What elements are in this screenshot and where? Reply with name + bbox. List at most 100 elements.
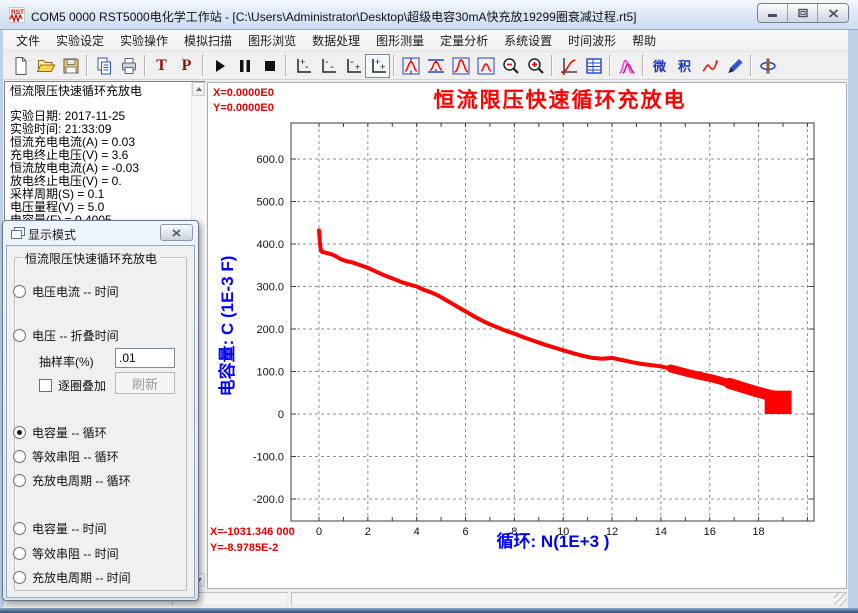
menu-help[interactable]: 帮助 [632, 34, 657, 48]
option-label: 充放电周期 -- 时间 [32, 571, 131, 585]
axis-plus-plus-button[interactable]: + + [365, 53, 390, 78]
svg-text:200.0: 200.0 [256, 324, 284, 336]
minimize-button[interactable] [758, 4, 788, 22]
data-table-button[interactable] [581, 54, 606, 78]
curve-axis-button[interactable] [556, 54, 581, 78]
peak-zoom-full-button[interactable] [448, 54, 473, 78]
radio-icon [13, 571, 26, 584]
svg-text:+: + [375, 57, 380, 67]
run-button[interactable] [207, 54, 232, 78]
integrate-button[interactable]: 积 [672, 54, 697, 78]
axis-minus-plus-button[interactable]: - + [340, 54, 365, 78]
axis-plus-minus-button[interactable]: + - [290, 54, 315, 78]
save-icon [63, 58, 78, 73]
svg-text:-: - [325, 56, 329, 68]
menu-time-waveform[interactable]: 时间波形 [568, 34, 617, 48]
svg-text:100.0: 100.0 [256, 367, 284, 379]
radio-selected-icon [13, 426, 26, 439]
new-file-button[interactable] [8, 54, 33, 78]
menu-analog-scan[interactable]: 模拟扫描 [184, 34, 233, 48]
option-label: 电容量 -- 时间 [32, 522, 107, 536]
restore-button[interactable] [788, 4, 818, 22]
text-t-icon: T [156, 56, 167, 74]
peak-stretch-button[interactable] [398, 54, 423, 78]
option-charge-period-time[interactable]: 充放电周期 -- 时间 [13, 569, 131, 586]
save-file-button[interactable] [58, 54, 83, 78]
chart-panel[interactable]: X=0.0000E0 Y=0.0000E0 X=-1031.346 000 Y=… [207, 82, 847, 589]
svg-text:400.0: 400.0 [256, 239, 284, 251]
dialog-title: 显示模式 [28, 228, 77, 242]
option-charge-period-cycle[interactable]: 充放电周期 -- 循环 [13, 472, 131, 489]
peak-zoom-window-button[interactable] [473, 54, 498, 78]
dialog-titlebar[interactable]: 显示模式 [3, 221, 198, 245]
svg-text:14: 14 [655, 526, 667, 538]
restore-icon [797, 8, 808, 18]
menu-experiment-operation[interactable]: 实验操作 [120, 34, 169, 48]
zoom-in-button[interactable] [523, 54, 548, 78]
scrollbar-up-button[interactable] [192, 82, 205, 96]
menu-experiment-setup[interactable]: 实验设定 [56, 34, 105, 48]
stop-button[interactable] [257, 54, 282, 78]
pause-button[interactable] [232, 54, 257, 78]
edit-curve-button[interactable] [722, 54, 747, 78]
differentiate-button[interactable]: 微 [647, 54, 672, 78]
svg-text:-200.0: -200.0 [253, 494, 284, 506]
option-esr-cycle[interactable]: 等效串阻 -- 循环 [13, 448, 119, 465]
print-button[interactable] [116, 54, 141, 78]
text-t-button[interactable]: T [149, 54, 174, 78]
option-voltage-folded-time[interactable]: 电压 -- 折叠时间 [13, 327, 119, 344]
menu-graph-browse[interactable]: 图形浏览 [248, 34, 297, 48]
smooth-curve-button[interactable] [697, 54, 722, 78]
peak-zoom-window-icon [477, 57, 494, 74]
menu-data-processing[interactable]: 数据处理 [312, 34, 361, 48]
info-line: 恒流充电电流(A) = 0.03 [10, 135, 136, 149]
option-label: 等效串阻 -- 循环 [32, 450, 119, 464]
option-voltage-current-time[interactable]: 电压电流 -- 时间 [13, 283, 119, 300]
dialog-body: 恒流限压快速循环充放电 [6, 245, 195, 598]
dialog-close-button[interactable] [160, 224, 193, 241]
sampling-rate-input[interactable] [115, 348, 175, 368]
svg-text:10: 10 [557, 526, 569, 538]
svg-text:18: 18 [752, 526, 764, 538]
info-line: 电压量程(V) = 5.0 [10, 200, 105, 214]
overlay-per-cycle-checkbox[interactable]: 逐圈叠加 [39, 377, 106, 394]
zoom-out-button[interactable] [498, 54, 523, 78]
axis-minus-minus-button[interactable]: -- [315, 54, 340, 78]
menu-system-settings[interactable]: 系统设置 [504, 34, 553, 48]
display-mode-group: 恒流限压快速循环充放电 [14, 250, 187, 591]
text-p-button[interactable]: P [174, 54, 199, 78]
svg-text:RST: RST [11, 9, 24, 16]
refresh-button[interactable]: 刷新 [115, 372, 175, 394]
svg-text:-: - [350, 56, 354, 68]
zoom-out-icon [502, 57, 519, 74]
peak-zoom-full-icon [452, 57, 469, 74]
rotate-3d-button[interactable] [755, 54, 780, 78]
svg-text:0: 0 [316, 526, 322, 538]
menu-graph-measure[interactable]: 图形测量 [376, 34, 425, 48]
dialog-icon [11, 227, 25, 239]
option-capacity-cycle[interactable]: 电容量 -- 循环 [13, 424, 107, 441]
menu-file[interactable]: 文件 [16, 34, 41, 48]
open-file-button[interactable] [33, 54, 58, 78]
svg-text:-100.0: -100.0 [253, 452, 284, 464]
menu-quantitative-analysis[interactable]: 定量分析 [440, 34, 489, 48]
radio-icon [13, 522, 26, 535]
peak-compress-button[interactable] [423, 54, 448, 78]
titlebar: RST COM5 0000 RST5000电化学工作站 - [C:\Users\… [0, 0, 858, 30]
resize-grip[interactable] [834, 593, 847, 606]
peak-overlay-icon [618, 59, 635, 74]
peak-overlay-button[interactable] [614, 54, 639, 78]
play-icon [215, 59, 225, 72]
option-esr-time[interactable]: 等效串阻 -- 时间 [13, 545, 119, 562]
copy-button[interactable] [91, 54, 116, 78]
close-button[interactable] [818, 4, 848, 22]
capacity-cycle-chart[interactable]: 0 2 4 6 8 10 12 14 16 18 600.0 500.0 400.0 300.0 200.0… [208, 83, 846, 588]
toolbar-separator [285, 55, 287, 76]
arrow-up-icon [195, 87, 202, 91]
stop-icon [264, 60, 275, 71]
toolbar-separator [202, 55, 204, 76]
smooth-curve-icon [702, 59, 718, 72]
svg-text:600.0: 600.0 [256, 154, 284, 166]
svg-text:0: 0 [278, 409, 284, 421]
option-capacity-time[interactable]: 电容量 -- 时间 [13, 520, 107, 537]
